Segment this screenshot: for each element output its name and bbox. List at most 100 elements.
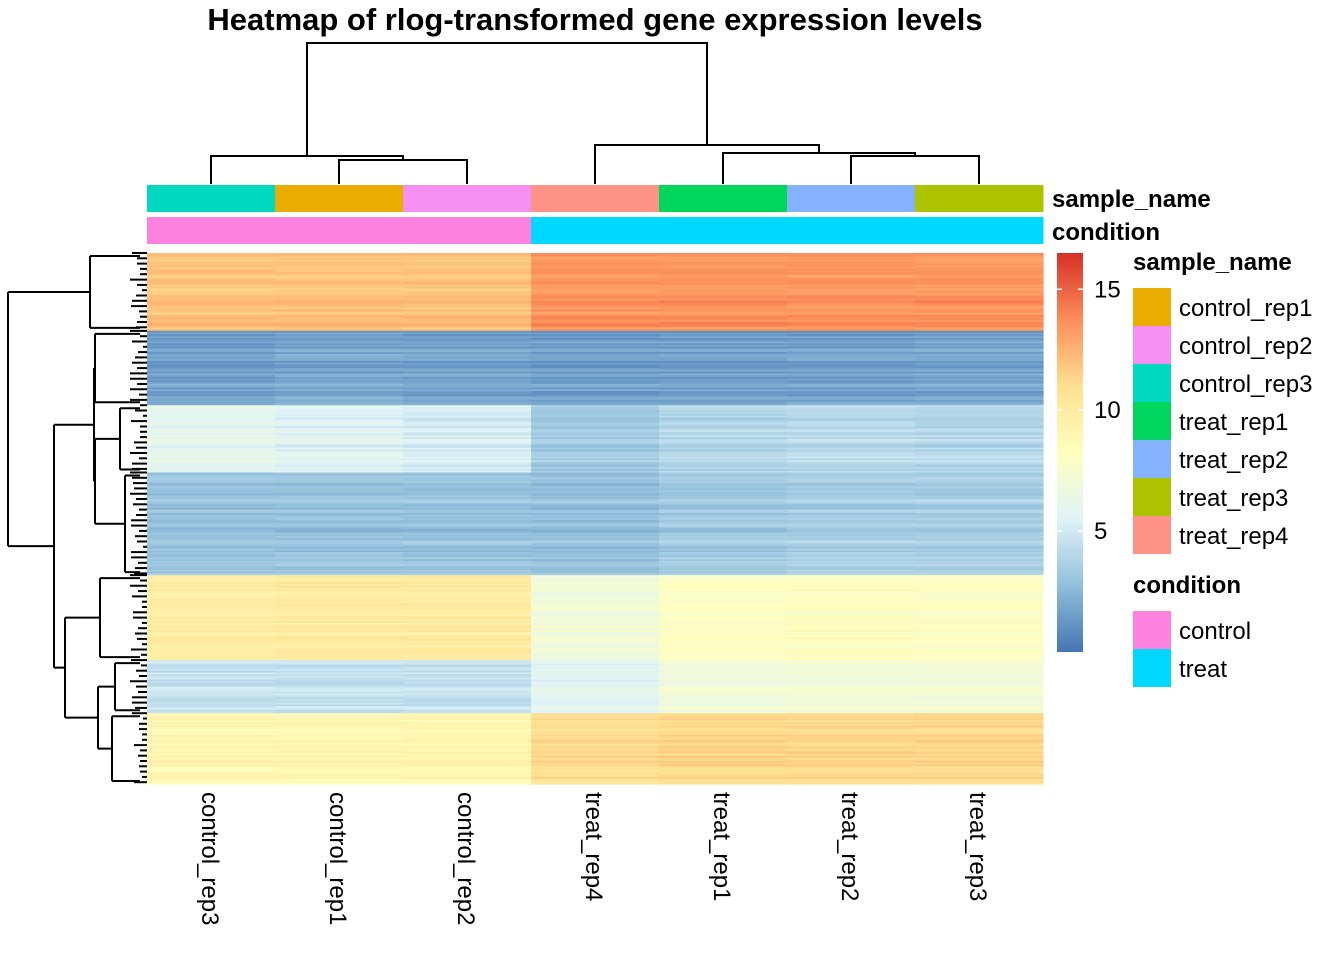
- heatmap-cell: [787, 640, 916, 643]
- heatmap-cell: [659, 670, 788, 674]
- heatmap-cell: [787, 766, 916, 769]
- heatmap-cell: [787, 762, 916, 766]
- heatmap-cell: [403, 346, 532, 350]
- heatmap-cell: [275, 748, 404, 751]
- heatmap-cell: [915, 631, 1044, 635]
- heatmap-cell: [403, 412, 532, 415]
- heatmap-cell: [147, 417, 276, 420]
- heatmap-cell: [531, 529, 660, 532]
- heatmap-cell: [531, 362, 660, 366]
- heatmap-cell: [531, 396, 660, 399]
- heatmap-cell: [531, 415, 660, 419]
- heatmap-cell: [787, 598, 916, 601]
- heatmap-cell: [275, 757, 404, 760]
- heatmap-cell: [147, 720, 276, 723]
- heatmap-cell: [659, 580, 788, 583]
- heatmap-cell: [531, 737, 660, 741]
- heatmap-cell: [147, 548, 276, 551]
- heatmap-cell: [659, 757, 788, 760]
- heatmap-cell: [915, 548, 1044, 551]
- heatmap-cell: [275, 295, 404, 298]
- heatmap-cell: [659, 686, 788, 690]
- heatmap-cell: [659, 716, 788, 720]
- heatmap-cell: [915, 635, 1044, 638]
- heatmap-cell: [403, 477, 532, 481]
- heatmap-cell: [275, 415, 404, 419]
- heatmap-cell: [531, 366, 660, 369]
- heatmap-cell: [787, 522, 916, 525]
- heatmap-cell: [787, 454, 916, 458]
- heatmap-cell: [787, 375, 916, 378]
- heatmap-cell: [659, 389, 788, 392]
- heatmap-cell: [147, 695, 276, 698]
- heatmap-cell: [915, 587, 1044, 590]
- heatmap-cell: [787, 585, 916, 589]
- heatmap-cell: [147, 307, 276, 311]
- heatmap-cell: [275, 709, 404, 713]
- heatmap-cell: [531, 598, 660, 601]
- heatmap-cell: [275, 621, 404, 624]
- heatmap-cell: [147, 274, 276, 277]
- heatmap-cell: [147, 359, 276, 362]
- heatmap-cell: [915, 483, 1044, 486]
- heatmap-cell: [915, 414, 1044, 417]
- heatmap-cell: [659, 599, 788, 603]
- heatmap-cell: [787, 343, 916, 346]
- heatmap-cell: [275, 732, 404, 736]
- heatmap-cell: [787, 323, 916, 327]
- heatmap-cell: [531, 642, 660, 645]
- heatmap-cell: [147, 681, 276, 684]
- heatmap-cell: [403, 599, 532, 603]
- heatmap-cell: [659, 449, 788, 452]
- heatmap-cell: [787, 474, 916, 477]
- heatmap-cell: [531, 318, 660, 321]
- heatmap-cell: [659, 382, 788, 385]
- heatmap-cell: [403, 582, 532, 585]
- legend-label: control_rep3: [1179, 371, 1312, 398]
- heatmap-cell: [787, 355, 916, 359]
- heatmap-cell: [531, 431, 660, 435]
- heatmap-cell: [403, 546, 532, 550]
- heatmap-cell: [275, 672, 404, 675]
- heatmap-cell: [787, 709, 916, 713]
- heatmap-cell: [275, 532, 404, 536]
- heatmap-cell: [915, 727, 1044, 730]
- heatmap-cell: [147, 490, 276, 493]
- heatmap-cell: [915, 520, 1044, 523]
- heatmap-cell: [531, 573, 660, 576]
- heatmap-cell: [147, 637, 276, 640]
- heatmap-cell: [787, 265, 916, 268]
- heatmap-cell: [147, 575, 276, 578]
- legend-label: control_rep2: [1179, 333, 1312, 360]
- heatmap-cell: [659, 401, 788, 405]
- heatmap-cell: [915, 769, 1044, 773]
- heatmap-cell: [531, 546, 660, 550]
- heatmap-cell: [275, 560, 404, 564]
- heatmap-cell: [659, 782, 788, 785]
- heatmap-cell: [915, 619, 1044, 622]
- heatmap-cell: [147, 656, 276, 659]
- heatmap-cell: [147, 759, 276, 762]
- heatmap-cell: [531, 769, 660, 773]
- heatmap-cell: [403, 720, 532, 723]
- heatmap-cell: [275, 575, 404, 578]
- heatmap-cell: [531, 560, 660, 564]
- legend-swatch: [1133, 326, 1171, 364]
- heatmap-cell: [915, 470, 1044, 474]
- heatmap-cell: [787, 628, 916, 631]
- heatmap-cell: [147, 483, 276, 486]
- heatmap-cell: [659, 488, 788, 491]
- heatmap-cell: [147, 691, 276, 695]
- heatmap-cell: [787, 529, 916, 532]
- heatmap-cell: [147, 376, 276, 380]
- sample-annotation-cell: [403, 185, 532, 212]
- heatmap-cell: [915, 622, 1044, 626]
- heatmap-cell: [275, 776, 404, 780]
- heatmap-cell: [147, 654, 276, 658]
- heatmap-cell: [787, 760, 916, 764]
- heatmap-cell: [147, 258, 276, 261]
- heatmap-cell: [275, 550, 404, 553]
- heatmap-cell: [147, 442, 276, 445]
- heatmap-cell: [915, 465, 1044, 468]
